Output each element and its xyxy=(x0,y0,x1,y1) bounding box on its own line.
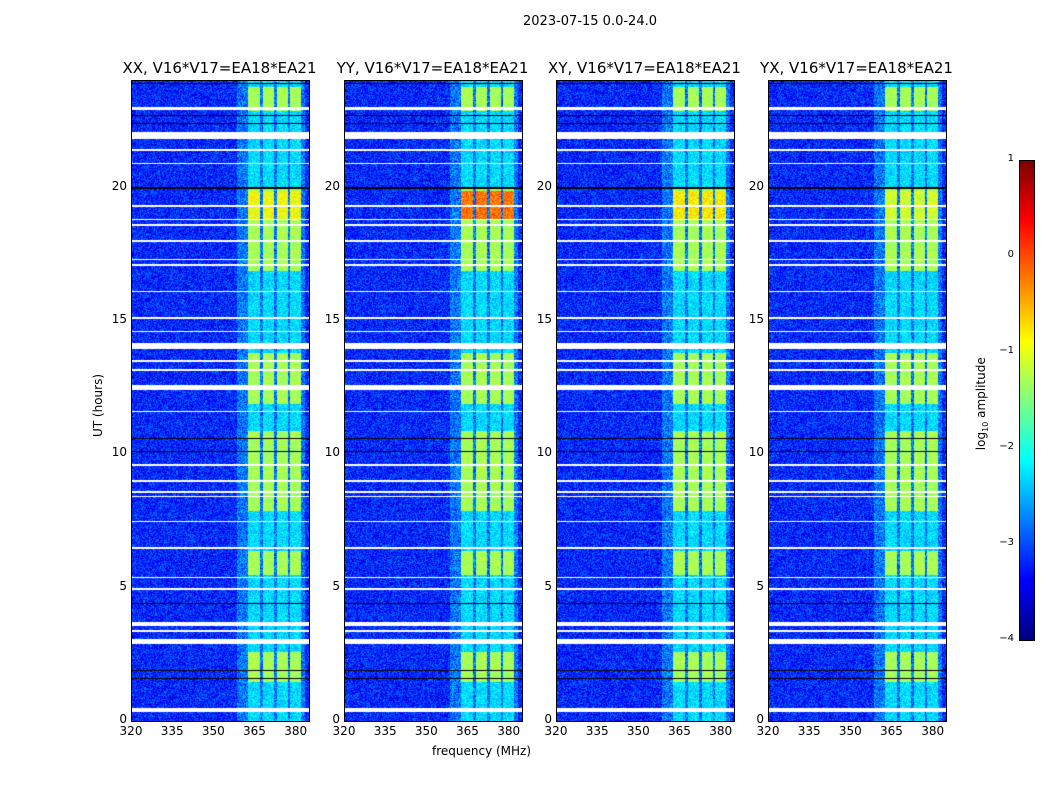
colorbar-tick-label: −3 xyxy=(999,537,1014,548)
panel-title: XY, V16*V17=EA18*EA21 xyxy=(548,59,741,77)
x-tick-label: 320 xyxy=(544,724,568,738)
y-tick-label: 20 xyxy=(536,178,552,193)
x-tick-label: 365 xyxy=(243,724,266,738)
x-tick-label: 335 xyxy=(160,724,184,738)
colorbar-tick-label: −1 xyxy=(999,345,1014,356)
panel-title: YY, V16*V17=EA18*EA21 xyxy=(336,59,529,77)
y-tick-label: 15 xyxy=(536,312,552,326)
x-tick-label: 350 xyxy=(414,724,438,738)
x-tick-label: 380 xyxy=(284,724,308,738)
x-tick-label: 380 xyxy=(497,724,521,738)
x-tick-label: 335 xyxy=(797,724,821,738)
x-axis-label: frequency (MHz) xyxy=(432,744,532,758)
x-tick-label: 350 xyxy=(201,724,225,738)
colorbar-tick-label: −2 xyxy=(999,441,1014,452)
y-tick-label: 15 xyxy=(324,312,340,326)
y-tick-label: 0 xyxy=(756,712,764,726)
panel-title: YX, V16*V17=EA18*EA21 xyxy=(760,59,953,77)
x-tick-label: 320 xyxy=(756,724,780,738)
colorbar-tick-label: 0 xyxy=(1007,249,1014,260)
y-tick-label: 0 xyxy=(544,712,552,726)
y-axis-label: UT (hours) xyxy=(91,373,105,437)
x-tick-label: 380 xyxy=(709,724,733,738)
x-tick-label: 350 xyxy=(838,724,862,738)
colorbar-label: log10 amplitude xyxy=(973,357,991,451)
y-tick-label: 10 xyxy=(324,445,340,460)
x-tick-label: 365 xyxy=(880,724,903,738)
y-tick-label: 20 xyxy=(111,178,127,193)
y-tick-label: 5 xyxy=(119,578,127,593)
x-tick-label: 380 xyxy=(921,724,945,738)
y-tick-label: 15 xyxy=(748,312,764,326)
heatmap-panel xyxy=(344,80,523,722)
x-tick-label: 335 xyxy=(373,724,397,738)
x-tick-label: 365 xyxy=(456,724,479,738)
y-tick-label: 0 xyxy=(119,712,127,726)
y-tick-label: 20 xyxy=(324,178,340,193)
y-tick-label: 10 xyxy=(748,445,764,460)
heatmap-panel xyxy=(556,80,735,722)
x-tick-label: 365 xyxy=(668,724,691,738)
heatmap-panel xyxy=(131,80,310,722)
panel-title: XX, V16*V17=EA18*EA21 xyxy=(122,59,317,77)
x-tick-label: 335 xyxy=(585,724,609,738)
x-tick-label: 320 xyxy=(332,724,356,738)
y-tick-label: 5 xyxy=(756,578,764,593)
y-tick-label: 20 xyxy=(748,178,764,193)
y-tick-label: 10 xyxy=(536,445,552,460)
colorbar-tick-label: 1 xyxy=(1007,153,1014,164)
y-tick-label: 10 xyxy=(111,445,127,460)
figure-title: 2023-07-15 0.0-24.0 xyxy=(523,14,657,29)
colorbar-tick-label: −4 xyxy=(999,633,1014,644)
colorbar xyxy=(1019,160,1035,641)
x-tick-label: 320 xyxy=(119,724,143,738)
y-tick-label: 0 xyxy=(332,712,340,726)
heatmap-panel xyxy=(768,80,947,722)
y-tick-label: 15 xyxy=(111,312,127,326)
y-tick-label: 5 xyxy=(332,578,340,593)
y-tick-label: 5 xyxy=(544,578,552,593)
x-tick-label: 350 xyxy=(626,724,650,738)
